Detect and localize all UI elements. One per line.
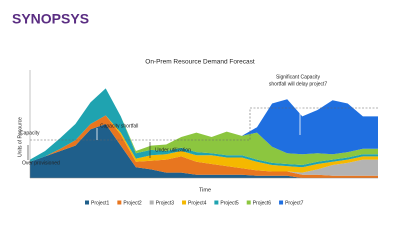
area xyxy=(30,88,378,160)
annotation: Capacity xyxy=(20,130,40,136)
legend-swatch xyxy=(182,200,187,205)
area xyxy=(30,88,378,165)
y-axis-label: Units of Resource xyxy=(17,117,23,157)
legend: Project1 Project2 Project3 Project4 Project5… xyxy=(85,200,304,206)
x-axis-label: Time xyxy=(199,187,211,193)
legend-swatch xyxy=(149,200,154,205)
annotation: Over provisioned xyxy=(22,160,60,166)
annotation: Capacity shortfall xyxy=(100,123,138,129)
legend-swatch xyxy=(246,200,251,205)
legend-label: Project3 xyxy=(156,200,175,206)
slide: SYNOPSYS On-Prem Resource Demand Forecas… xyxy=(12,10,378,207)
area xyxy=(30,115,378,178)
legend-label: Project4 xyxy=(188,200,207,206)
legend-swatch xyxy=(214,200,219,205)
annotation: shortfall will delay project7 xyxy=(269,81,328,87)
legend-label: Project2 xyxy=(123,200,142,206)
capacity-line xyxy=(30,107,378,141)
area xyxy=(30,115,378,173)
legend-label: Project6 xyxy=(253,200,272,206)
area xyxy=(30,88,378,168)
annotation: Under utilization xyxy=(155,147,191,153)
annotation: Significant Capacity xyxy=(276,74,320,80)
logo: SYNOPSYS xyxy=(12,11,89,27)
area xyxy=(30,115,378,176)
legend-label: Project5 xyxy=(220,200,239,206)
area xyxy=(30,124,378,178)
legend-swatch xyxy=(117,200,122,205)
plot xyxy=(30,88,378,178)
legend-label: Project7 xyxy=(285,200,304,206)
legend-swatch xyxy=(85,200,89,205)
legend-label: Project1 xyxy=(91,200,110,206)
legend-swatch xyxy=(279,200,284,205)
chart-title: On-Prem Resource Demand Forecast xyxy=(145,59,255,66)
annotations: Capacity Capacity shortfall Under utilizat… xyxy=(20,74,327,166)
